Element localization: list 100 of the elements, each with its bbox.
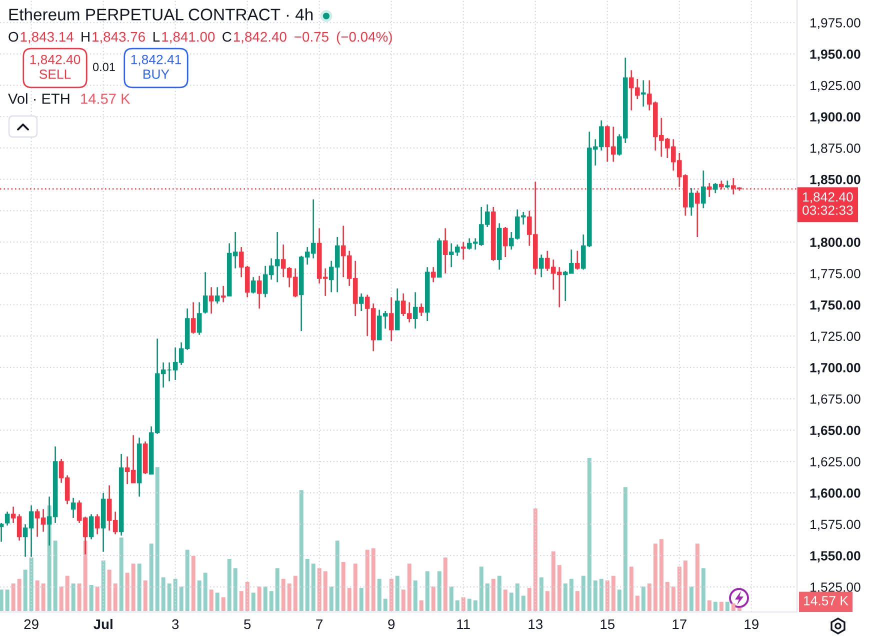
- bar: [611, 576, 616, 611]
- bar: [101, 560, 106, 611]
- bar: [11, 583, 16, 611]
- bar: [569, 578, 574, 611]
- y-tick-label: 1,950.00: [810, 49, 860, 61]
- bar: [257, 586, 262, 611]
- candlestick: [688, 187, 694, 216]
- bar: [575, 591, 580, 611]
- x-tick-label: 19: [744, 619, 758, 630]
- bar: [653, 544, 658, 611]
- bar: [125, 572, 130, 611]
- bar: [647, 583, 652, 611]
- bar: [473, 600, 478, 611]
- bar: [353, 564, 358, 611]
- x-tick-label: 17: [672, 619, 686, 630]
- candlestick: [442, 228, 448, 274]
- bar: [107, 570, 112, 611]
- y-tick-label: 1,650.00: [810, 426, 860, 437]
- bar: [449, 586, 454, 611]
- bar: [179, 586, 184, 611]
- bar: [383, 598, 388, 611]
- y-tick-label: 1,575.00: [810, 520, 860, 531]
- bar: [359, 588, 364, 611]
- bar: [605, 580, 610, 611]
- bar: [263, 586, 268, 611]
- bar: [593, 580, 598, 611]
- bar: [335, 540, 340, 611]
- y-tick-label: 1,775.00: [810, 268, 860, 280]
- bar: [659, 539, 664, 611]
- bar: [233, 568, 238, 611]
- y-tick-label: 1,900.00: [810, 112, 860, 124]
- bar: [0, 590, 4, 611]
- y-tick-label: 1,850.00: [810, 174, 860, 186]
- bar: [311, 564, 316, 611]
- bar: [59, 586, 64, 611]
- bar: [239, 591, 244, 611]
- bar: [737, 608, 742, 611]
- bar: [29, 557, 34, 611]
- y-tick-label: 1,625.00: [810, 457, 860, 468]
- candlestick: [70, 497, 76, 519]
- bar: [245, 582, 250, 611]
- bar: [167, 583, 172, 611]
- candlestick: [712, 182, 718, 194]
- annotation: 0.01: [92, 62, 115, 72]
- x-tick-label: 13: [528, 619, 542, 630]
- x-tick-label: Jul: [94, 618, 112, 630]
- candlestick: [640, 80, 646, 108]
- bar: [533, 508, 538, 611]
- bar: [251, 592, 256, 611]
- bar: [617, 590, 622, 611]
- bar: [689, 586, 694, 611]
- bar: [191, 556, 196, 611]
- candlestick: [700, 170, 706, 209]
- bar: [527, 588, 532, 611]
- bar: [455, 600, 460, 611]
- bar: [215, 592, 220, 611]
- candlestick: [256, 275, 262, 310]
- bar: [677, 566, 682, 611]
- bar: [725, 602, 730, 611]
- x-tick-label: 5: [244, 619, 251, 630]
- bar: [365, 550, 370, 611]
- candlestick: [202, 271, 208, 314]
- bar: [599, 578, 604, 611]
- bar: [719, 602, 724, 611]
- bar: [629, 566, 634, 611]
- bar: [701, 568, 706, 611]
- chart-title: Ethereum PERPETUAL CONTRACT · 4h: [9, 8, 313, 20]
- bar: [323, 571, 328, 611]
- bar: [521, 596, 526, 611]
- bar: [497, 576, 502, 611]
- bar: [77, 583, 82, 611]
- bar: [467, 598, 472, 611]
- bar: [227, 558, 232, 611]
- y-tick-label: 1,975.00: [810, 18, 860, 30]
- bar: [671, 586, 676, 611]
- y-tick-label: 1,925.00: [810, 80, 860, 92]
- bar: [137, 564, 142, 611]
- bar: [545, 591, 550, 611]
- bar: [587, 458, 592, 611]
- bar: [443, 557, 448, 611]
- bar: [209, 590, 214, 611]
- bar: [413, 580, 418, 611]
- bar: [581, 576, 586, 611]
- bar: [683, 560, 688, 611]
- candlestick: [502, 226, 508, 258]
- candlestick: [190, 302, 196, 334]
- bar: [515, 583, 520, 611]
- y-tick-label: 1,875.00: [810, 144, 860, 154]
- bar: [665, 582, 670, 611]
- bar: [503, 590, 508, 611]
- y-tick-label: 1,550.00: [810, 551, 860, 562]
- y-tick-label: 1,800.00: [810, 238, 860, 249]
- y-tick-label: 1,600.00: [810, 488, 860, 500]
- bar: [275, 568, 280, 611]
- bar: [203, 572, 208, 611]
- bar: [485, 583, 490, 611]
- y-tick-label: 1,750.00: [810, 300, 860, 312]
- bar: [65, 576, 70, 611]
- bar: [35, 580, 40, 611]
- bar: [287, 583, 292, 611]
